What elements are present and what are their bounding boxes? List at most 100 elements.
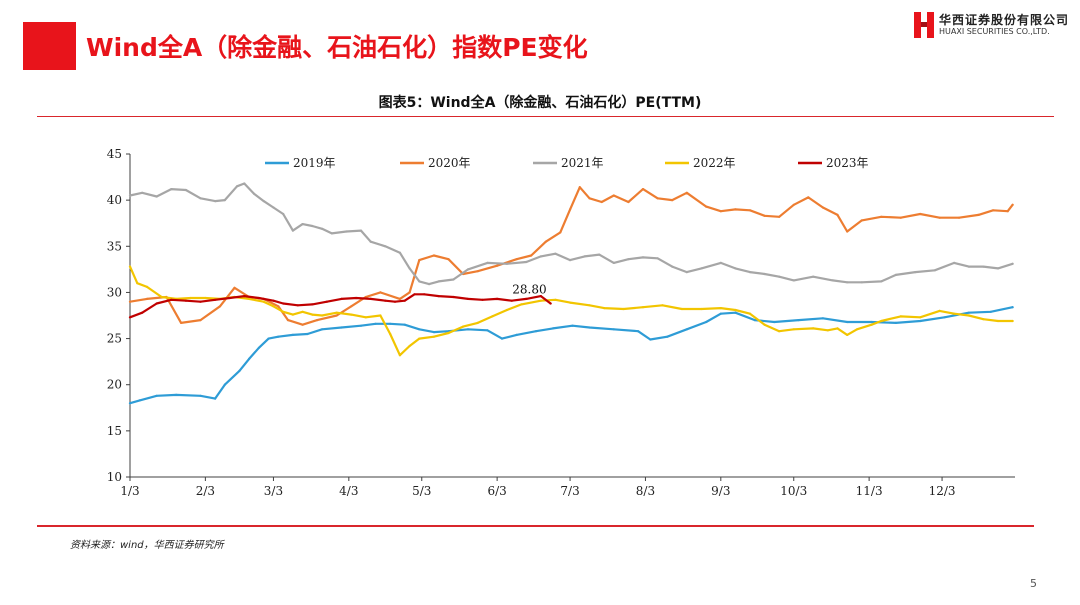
series-point-2 (763, 214, 766, 217)
series-point-1 (685, 328, 688, 331)
series-point-4 (1011, 319, 1014, 323)
series-point-1 (719, 312, 722, 315)
series-point-1 (155, 394, 158, 397)
logo-company-name-cn: 华西证券股份有限公司 (939, 13, 1070, 27)
series-point-4 (719, 307, 722, 310)
series-point-2 (218, 305, 222, 308)
logo-bar-mid (921, 22, 927, 27)
series-point-4 (763, 323, 766, 326)
series-point-4 (982, 318, 985, 321)
series-point-2 (588, 197, 591, 200)
series-point-2 (1006, 210, 1009, 213)
series-point-4 (588, 304, 591, 307)
series-point-3 (967, 265, 970, 268)
series-point-1 (340, 326, 343, 329)
x-tick-label: 1/3 (120, 484, 139, 498)
series-point-2 (880, 215, 883, 218)
series-point-2 (612, 194, 615, 197)
series-point-4 (539, 299, 543, 302)
series-point-4 (778, 330, 781, 333)
series-point-4 (282, 310, 285, 313)
series-point-2 (977, 213, 980, 216)
series-point-1 (797, 319, 800, 322)
series-point-5 (466, 297, 470, 300)
series-point-2 (350, 305, 353, 308)
series-point-1 (705, 320, 708, 324)
series-point-2 (301, 323, 304, 326)
series-point-5 (549, 302, 552, 305)
series-line-3 (128, 182, 1014, 286)
series-point-5 (355, 296, 358, 300)
series-point-4 (919, 316, 922, 319)
figure-bottom-rule (37, 525, 1034, 527)
x-tick-label: 10/3 (780, 484, 807, 498)
series-point-1 (1011, 306, 1014, 309)
source-note: 资料来源：wind，华西证券研究所 (70, 540, 224, 551)
series-point-2 (748, 209, 752, 212)
series-point-3 (831, 279, 834, 282)
y-tick-label: 15 (107, 424, 122, 438)
series-point-5 (423, 293, 426, 296)
series-point-2 (734, 208, 737, 211)
series-point-2 (379, 291, 382, 294)
series-point-4 (870, 323, 873, 326)
series-point-3 (301, 223, 304, 226)
series-point-2 (432, 254, 435, 257)
series-point-3 (330, 232, 333, 235)
series-point-5 (325, 300, 328, 303)
series-point-3 (418, 280, 421, 283)
y-tick-label: 40 (107, 193, 122, 207)
series-point-1 (175, 393, 178, 396)
series-point-2 (199, 319, 202, 322)
series-point-3 (466, 268, 470, 271)
series-point-4 (680, 307, 684, 311)
title-accent-block (23, 22, 76, 70)
series-point-4 (846, 333, 849, 336)
series-point-4 (491, 315, 494, 318)
y-tick-label: 20 (107, 378, 122, 392)
series-point-3 (933, 269, 936, 272)
series-point-2 (671, 199, 674, 202)
series-point-5 (437, 295, 440, 298)
series-point-4 (996, 319, 1000, 323)
series-point-2 (938, 216, 941, 219)
series-point-4 (700, 307, 703, 311)
slide-title: Wind全A（除金融、石油石化）指数PE变化 (86, 33, 588, 62)
series-point-3 (505, 262, 508, 265)
logo-company-name-en: HUAXI SECURITIES CO.,LTD. (939, 27, 1050, 36)
series-point-1 (846, 320, 849, 324)
series-point-4 (569, 301, 572, 304)
series-point-1 (138, 399, 141, 402)
series-point-4 (462, 325, 465, 328)
series-point-5 (481, 298, 484, 301)
series-point-1 (277, 335, 280, 338)
series-point-4 (603, 307, 606, 310)
legend-label: 2022年 (693, 156, 736, 170)
series-point-5 (282, 302, 285, 305)
series-point-4 (826, 329, 829, 332)
series-point-1 (257, 346, 260, 349)
series-point-4 (554, 298, 557, 301)
series-point-3 (734, 267, 737, 270)
series-point-4 (301, 310, 304, 313)
series-point-2 (846, 230, 849, 233)
series-line-2 (128, 186, 1014, 326)
series-point-1 (223, 383, 226, 386)
series-point-4 (335, 311, 338, 314)
series-point-3 (569, 259, 572, 262)
company-logo: 华西证券股份有限公司 HUAXI SECURITIES CO.,LTD. (912, 10, 1072, 40)
series-point-4 (622, 307, 625, 311)
series-point-1 (486, 329, 489, 332)
series-point-2 (559, 231, 562, 234)
series-point-3 (627, 258, 630, 261)
series-point-3 (641, 256, 645, 259)
figure-top-rule (37, 116, 1054, 117)
x-tick-label: 3/3 (264, 484, 283, 498)
series-point-4 (899, 315, 902, 318)
series-point-3 (291, 229, 294, 232)
series-point-3 (214, 200, 217, 203)
series-point-2 (476, 270, 479, 273)
x-tick-label: 7/3 (560, 484, 579, 498)
series-point-2 (836, 213, 839, 216)
series-point-3 (1011, 262, 1014, 265)
